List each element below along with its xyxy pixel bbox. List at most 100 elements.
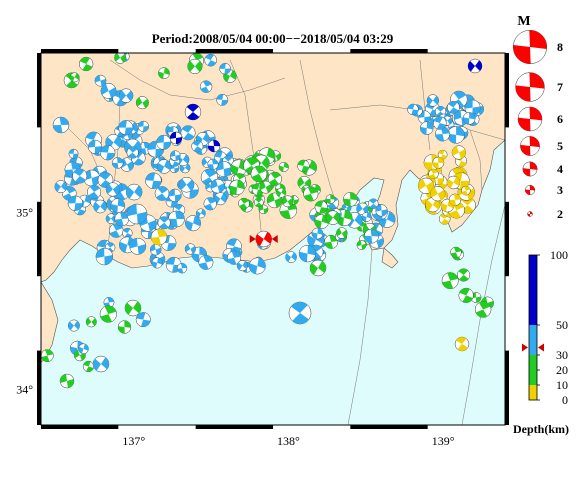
- magnitude-legend-title: M: [517, 14, 530, 29]
- quake-mechanism: [433, 116, 447, 130]
- peninsula-tip: [381, 247, 399, 269]
- frame-tick: [505, 201, 509, 277]
- quake-mechanism: [184, 243, 196, 255]
- quake-mechanism: [432, 156, 445, 169]
- frame-tick: [41, 425, 119, 429]
- frame-tick: [41, 49, 119, 53]
- quake-mechanism: [428, 168, 439, 180]
- quake-mechanism: [236, 260, 248, 272]
- quake-mechanism: [298, 244, 317, 263]
- magnitude-legend-label: 7: [557, 80, 563, 94]
- quake-mechanism: [343, 192, 358, 207]
- quake-mechanism: [170, 150, 181, 161]
- quake-mechanism: [250, 165, 268, 183]
- quake-mechanism: [67, 195, 84, 211]
- quake-mechanism: [68, 148, 79, 159]
- quake-mechanism: [187, 58, 203, 74]
- magnitude-legend-symbol: [522, 161, 538, 177]
- quake-mechanism: [285, 251, 297, 263]
- quake-mechanism: [437, 149, 448, 160]
- quake-mechanism: [117, 320, 132, 334]
- west-coast-land: [41, 281, 59, 363]
- magnitude-legend-symbol: [517, 106, 543, 132]
- quake-mechanism: [198, 254, 214, 270]
- quake-mechanism: [303, 186, 319, 202]
- map-title: Period:2008/05/04 00:00−−2018/05/04 03:2…: [151, 31, 394, 46]
- quake-mechanism: [216, 93, 229, 106]
- quake-mechanism: [95, 247, 114, 266]
- quake-mechanism: [467, 58, 483, 74]
- quake-mechanism: [195, 208, 206, 219]
- depth-band: [529, 355, 537, 385]
- magnitude-legend-label: 3: [557, 183, 563, 197]
- depth-band: [529, 325, 537, 355]
- quake-mechanism: [114, 211, 130, 227]
- quake-mechanism: [82, 360, 95, 373]
- quake-mechanism: [94, 74, 107, 87]
- quake-mechanism: [203, 197, 217, 211]
- quake-mechanism: [158, 67, 170, 80]
- magnitude-legend-label: 6: [557, 112, 563, 126]
- quake-mechanism: [110, 198, 126, 213]
- quake-mechanism: [156, 159, 172, 174]
- lon-tick-label: 138°: [277, 434, 300, 448]
- quake-mechanism: [156, 134, 172, 150]
- quake-mechanism: [309, 259, 327, 277]
- quake-mechanism: [87, 139, 103, 154]
- quake-mechanism: [168, 188, 182, 203]
- quake-mechanism: [407, 103, 419, 116]
- depth-marker: [522, 343, 544, 352]
- quake-mechanism: [441, 272, 459, 290]
- depth-tick-label: 100: [550, 248, 568, 262]
- magnitude-legend-label: 4: [557, 162, 563, 176]
- quake-mechanism: [259, 180, 273, 194]
- quake-mechanism: [210, 178, 225, 194]
- depth-tick-label: 0: [562, 393, 568, 407]
- quake-mechanism: [207, 139, 221, 153]
- quake-mechanism: [92, 355, 110, 373]
- quake-mechanism: [100, 83, 117, 99]
- frame-tick: [195, 425, 273, 429]
- quake-mechanism: [462, 112, 476, 125]
- quake-mechanism: [227, 250, 242, 265]
- latest-event-marker: [249, 230, 278, 248]
- magnitude-legend-label: 8: [557, 40, 563, 54]
- lon-tick-label: 139°: [432, 434, 455, 448]
- quake-mechanism: [419, 121, 434, 135]
- quake-mechanism: [114, 53, 127, 64]
- latest-event-mechanism: [255, 230, 272, 248]
- quake-mechanism: [461, 185, 471, 196]
- quake-mechanism: [154, 186, 170, 201]
- quake-mechanism: [258, 204, 269, 215]
- magnitude-legend-label: 2: [557, 207, 563, 221]
- depth-tick-label: 30: [556, 348, 568, 362]
- quake-mechanism: [281, 195, 294, 208]
- quake-mechanism: [100, 145, 116, 161]
- quake-mechanism: [118, 120, 134, 136]
- quake-mechanism: [157, 216, 171, 230]
- quake-mechanism: [93, 199, 108, 214]
- quake-mechanism: [266, 192, 283, 209]
- frame-ticks: [37, 49, 509, 429]
- quake-mechanism: [451, 145, 466, 160]
- quake-mechanism: [85, 316, 97, 328]
- quake-mechanism: [129, 237, 147, 255]
- quake-mechanism: [59, 373, 75, 389]
- quake-mechanism: [151, 257, 163, 269]
- quake-mechanism: [238, 197, 250, 210]
- quake-mechanism: [169, 131, 183, 145]
- frame-tick: [350, 425, 428, 429]
- quake-mechanism: [87, 184, 102, 199]
- quake-mechanism: [135, 96, 149, 110]
- quake-mechanism: [457, 268, 471, 282]
- frame-tick: [195, 49, 273, 53]
- quake-mechanism: [150, 228, 168, 246]
- quake-mechanism: [145, 172, 162, 189]
- quake-mechanism: [105, 182, 120, 197]
- quake-mechanism: [204, 53, 217, 67]
- quake-mechanism: [314, 200, 328, 214]
- quake-mechanism: [278, 162, 289, 173]
- quake-mechanism: [356, 240, 367, 250]
- quake-mechanism: [207, 158, 219, 170]
- magnitude-legend-label: 5: [557, 139, 563, 153]
